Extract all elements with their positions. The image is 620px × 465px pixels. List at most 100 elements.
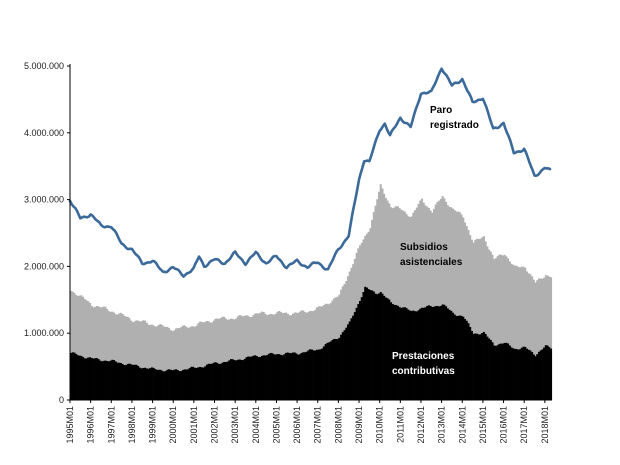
bar-prestaciones-contributivas	[295, 353, 298, 400]
annotation-line: registrado	[430, 120, 479, 131]
bar-subsidios-asistenciales	[83, 299, 86, 400]
bar-prestaciones-contributivas	[408, 310, 411, 400]
bar-prestaciones-contributivas	[333, 338, 336, 400]
bar-prestaciones-contributivas	[477, 334, 480, 400]
bar-subsidios-asistenciales	[420, 198, 424, 400]
bar-prestaciones-contributivas	[403, 307, 406, 400]
bar-prestaciones-contributivas	[85, 358, 88, 400]
bar-subsidios-asistenciales	[138, 321, 141, 400]
x-tick-label: 2012M01	[416, 406, 426, 444]
bar-subsidios-asistenciales	[78, 295, 81, 400]
bar-prestaciones-contributivas	[285, 352, 288, 400]
bar-prestaciones-contributivas	[238, 359, 241, 400]
bar-prestaciones-contributivas	[242, 360, 245, 400]
bar-prestaciones-contributivas	[376, 294, 379, 400]
bar-subsidios-asistenciales	[536, 280, 539, 400]
bar-subsidios-asistenciales	[445, 201, 448, 400]
bar-prestaciones-contributivas	[498, 343, 501, 400]
bar-prestaciones-contributivas	[419, 308, 422, 400]
bar-subsidios-asistenciales	[224, 318, 227, 400]
bar-subsidios-asistenciales	[162, 326, 165, 400]
bar-subsidios-asistenciales	[209, 322, 212, 400]
bar-prestaciones-contributivas	[422, 307, 425, 400]
bar-subsidios-asistenciales	[147, 324, 150, 400]
bar-prestaciones-contributivas	[224, 361, 227, 400]
x-tick-label: 2000M01	[168, 406, 178, 444]
bar-subsidios-asistenciales	[517, 266, 520, 400]
bar-prestaciones-contributivas	[470, 330, 473, 400]
bar-prestaciones-contributivas	[200, 367, 203, 400]
bar-subsidios-asistenciales	[488, 249, 491, 400]
bar-subsidios-asistenciales	[168, 328, 171, 400]
bar-subsidios-asistenciales	[532, 279, 535, 400]
bar-prestaciones-contributivas	[508, 345, 511, 400]
bar-prestaciones-contributivas	[493, 345, 496, 400]
bar-subsidios-asistenciales	[104, 306, 107, 400]
bar-prestaciones-contributivas	[169, 369, 172, 400]
bar-prestaciones-contributivas	[245, 357, 248, 400]
bar-subsidios-asistenciales	[508, 261, 511, 400]
bar-subsidios-asistenciales	[537, 278, 541, 400]
bar-subsidios-asistenciales	[145, 322, 148, 400]
bar-subsidios-asistenciales	[242, 316, 245, 400]
bar-subsidios-asistenciales	[412, 212, 415, 400]
bar-subsidios-asistenciales	[240, 315, 243, 400]
bar-subsidios-asistenciales	[524, 267, 527, 400]
bar-subsidios-asistenciales	[429, 210, 432, 400]
bar-prestaciones-contributivas	[142, 367, 145, 400]
bar-prestaciones-contributivas	[431, 306, 434, 400]
bar-prestaciones-contributivas	[524, 346, 527, 400]
annotation-subsidios-asistenciales: Subsidios asistenciales	[400, 242, 463, 268]
bar-prestaciones-contributivas	[448, 309, 451, 400]
bar-prestaciones-contributivas	[402, 307, 405, 400]
bar-prestaciones-contributivas	[188, 368, 191, 400]
bar-subsidios-asistenciales	[106, 308, 109, 400]
bar-prestaciones-contributivas	[329, 341, 332, 400]
bar-subsidios-asistenciales	[484, 241, 487, 400]
bar-prestaciones-contributivas	[235, 360, 238, 400]
bar-prestaciones-contributivas	[362, 292, 365, 400]
bar-subsidios-asistenciales	[477, 239, 480, 400]
bar-subsidios-asistenciales	[457, 211, 460, 400]
bar-subsidios-asistenciales	[216, 318, 219, 400]
bar-subsidios-asistenciales	[202, 322, 205, 400]
bar-prestaciones-contributivas	[118, 362, 121, 400]
bar-subsidios-asistenciales	[441, 196, 444, 400]
bar-prestaciones-contributivas	[138, 367, 141, 400]
bar-subsidios-asistenciales	[450, 207, 453, 400]
bar-prestaciones-contributivas	[312, 350, 315, 400]
bar-prestaciones-contributivas	[168, 369, 171, 400]
bar-prestaciones-contributivas	[531, 352, 534, 400]
bar-subsidios-asistenciales	[455, 211, 458, 400]
annotation-paro-registrado: Paro registrado	[430, 105, 479, 131]
bar-prestaciones-contributivas	[193, 367, 196, 400]
bar-prestaciones-contributivas	[352, 315, 355, 400]
bar-prestaciones-contributivas	[443, 304, 446, 400]
bar-prestaciones-contributivas	[130, 364, 133, 400]
bar-prestaciones-contributivas	[254, 355, 257, 400]
bar-prestaciones-contributivas	[100, 361, 104, 400]
bar-prestaciones-contributivas	[123, 365, 126, 400]
bar-prestaciones-contributivas	[212, 362, 215, 400]
bar-subsidios-asistenciales	[426, 206, 429, 400]
bar-prestaciones-contributivas	[396, 305, 399, 400]
bar-subsidios-asistenciales	[506, 258, 510, 400]
bar-subsidios-asistenciales	[75, 295, 78, 400]
bar-prestaciones-contributivas	[281, 355, 284, 400]
bar-prestaciones-contributivas	[259, 356, 262, 400]
bar-prestaciones-contributivas	[291, 352, 294, 400]
bar-prestaciones-contributivas	[87, 357, 90, 400]
bar-prestaciones-contributivas	[407, 309, 410, 400]
bar-subsidios-asistenciales	[419, 200, 422, 400]
bar-subsidios-asistenciales	[190, 326, 193, 400]
bar-subsidios-asistenciales	[520, 266, 523, 400]
bar-subsidios-asistenciales	[260, 311, 264, 400]
bar-prestaciones-contributivas	[255, 356, 258, 400]
x-tick-label: 2008M01	[333, 406, 343, 444]
bar-prestaciones-contributivas	[257, 357, 260, 400]
bar-prestaciones-contributivas	[338, 337, 341, 400]
bar-prestaciones-contributivas	[297, 354, 300, 400]
bar-prestaciones-contributivas	[345, 327, 348, 400]
bar-subsidios-asistenciales	[119, 312, 122, 400]
